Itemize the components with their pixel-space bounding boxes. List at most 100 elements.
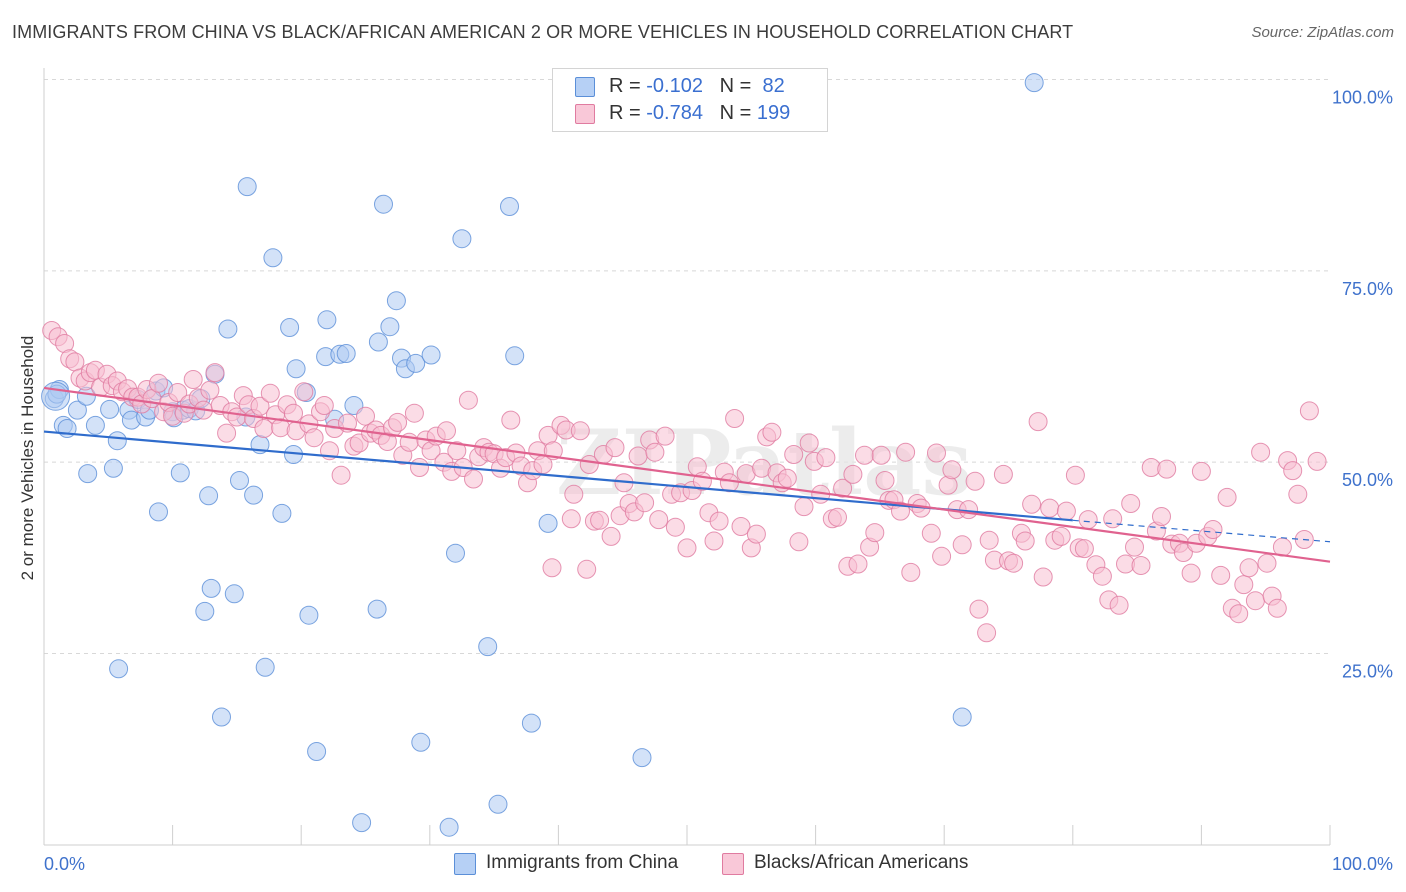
data-point-black	[965, 471, 985, 491]
legend-swatch-china	[575, 77, 595, 97]
data-point-black	[1015, 531, 1035, 551]
data-point-black	[1251, 442, 1271, 462]
data-point-china	[505, 346, 525, 366]
data-point-black	[388, 412, 408, 432]
data-point-china	[521, 713, 541, 733]
data-point-black	[959, 500, 979, 520]
data-point-china	[107, 431, 127, 451]
data-point-black	[410, 458, 429, 477]
bottom-legend-swatch-black	[722, 853, 744, 875]
data-point-black	[570, 421, 590, 441]
data-point-china	[374, 194, 393, 214]
data-point-black	[542, 558, 562, 578]
bottom-legend-swatch-china	[454, 853, 476, 875]
data-point-black	[304, 428, 324, 448]
data-point-china	[299, 605, 319, 625]
data-point-black	[1092, 566, 1112, 586]
data-point-black	[65, 352, 85, 372]
data-point-black	[649, 510, 669, 530]
correlation-legend: R = -0.102 N = 82 R = -0.784 N = 199	[552, 68, 828, 132]
trend-line-china	[43, 430, 1073, 522]
data-point-china	[439, 817, 459, 837]
data-point-china	[237, 177, 257, 197]
trend-line-black	[43, 386, 1331, 563]
data-point-black	[1125, 537, 1144, 557]
data-point-black	[1022, 494, 1042, 514]
data-point-black	[677, 538, 697, 558]
data-point-black	[1267, 598, 1287, 618]
data-point-china	[255, 657, 275, 677]
data-point-black	[601, 526, 621, 546]
data-point-black	[789, 532, 809, 552]
data-point-black	[816, 448, 836, 468]
data-point-black	[896, 442, 916, 462]
chart-title: IMMIGRANTS FROM CHINA VS BLACK/AFRICAN A…	[12, 22, 1074, 42]
data-point-china	[307, 742, 327, 761]
data-point-china	[500, 197, 519, 216]
data-point-black	[331, 465, 351, 485]
data-point-china	[952, 707, 972, 727]
bottom-legend-label-black: Blacks/African Americans	[754, 852, 969, 873]
data-point-china	[67, 400, 87, 420]
data-point-black	[833, 478, 853, 498]
data-point-black	[1234, 575, 1254, 595]
data-point-black	[952, 535, 972, 555]
data-point-black	[1299, 401, 1319, 421]
data-point-black	[404, 403, 424, 423]
data-point-china	[170, 463, 190, 483]
data-point-black	[1203, 520, 1223, 539]
data-point-china	[386, 291, 406, 311]
data-point-china	[41, 381, 71, 411]
data-point-china	[1024, 73, 1044, 93]
y-tick-label: 25.0%	[1342, 662, 1393, 682]
data-point-china	[352, 813, 372, 833]
data-point-china	[149, 502, 168, 522]
data-point-black	[1173, 543, 1193, 562]
data-point-china	[201, 578, 221, 598]
data-point-china	[109, 659, 129, 679]
data-point-black	[848, 554, 868, 574]
data-point-black	[1288, 484, 1308, 504]
data-point-black	[260, 383, 280, 403]
data-point-black	[828, 507, 847, 527]
data-point-china	[263, 248, 283, 268]
data-point-black	[1065, 465, 1085, 485]
data-point-black	[1157, 459, 1177, 479]
x-tick-label-min: 0.0%	[44, 854, 85, 874]
data-point-black	[725, 409, 745, 428]
data-point-black	[665, 517, 685, 537]
data-point-china	[78, 464, 98, 484]
data-point-china	[103, 458, 123, 478]
data-point-china	[218, 319, 238, 339]
data-point-black	[590, 510, 610, 530]
data-point-black	[1056, 501, 1076, 521]
data-point-black	[458, 390, 478, 410]
data-point-china	[199, 486, 219, 506]
series-china-points	[41, 73, 1044, 837]
data-point-black	[1028, 412, 1048, 432]
data-point-black	[865, 523, 885, 543]
data-point-black	[1239, 558, 1259, 578]
legend-text-china: R = -0.102 N = 82	[609, 75, 785, 98]
data-point-black	[1181, 563, 1201, 583]
data-point-black	[1152, 507, 1171, 526]
data-point-black	[709, 511, 729, 531]
data-point-black	[217, 423, 237, 443]
data-point-black	[843, 464, 863, 484]
data-point-black	[655, 426, 675, 446]
y-tick-label: 100.0%	[1332, 88, 1393, 108]
data-point-black	[628, 446, 648, 466]
legend-n-value-china: 82	[762, 75, 785, 97]
data-point-black	[1131, 556, 1151, 575]
data-point-black	[1004, 553, 1024, 573]
y-tick-label: 50.0%	[1342, 470, 1393, 490]
data-point-black	[969, 599, 989, 619]
data-point-black	[871, 445, 891, 465]
data-point-black	[977, 623, 997, 643]
data-point-china	[367, 599, 387, 619]
data-point-black	[464, 469, 483, 489]
data-point-black	[314, 396, 334, 415]
data-point-black	[149, 373, 168, 393]
tick-labels: 25.0% 50.0% 75.0% 100.0% 0.0% 100.0%	[44, 88, 1393, 875]
